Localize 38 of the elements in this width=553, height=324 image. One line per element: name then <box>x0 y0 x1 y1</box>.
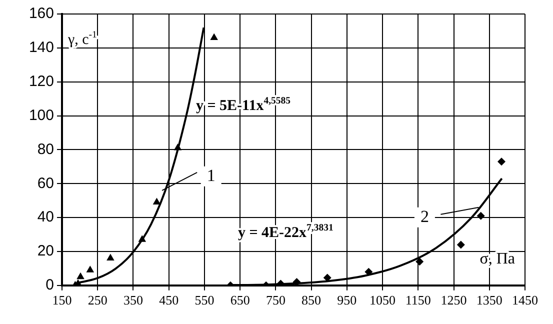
x-tick-label: 1350 <box>476 292 502 308</box>
y-tick-label: 0 <box>46 276 54 294</box>
x-tick-label: 1250 <box>440 292 467 308</box>
point <box>174 144 182 150</box>
x-tick-label: 1150 <box>405 292 431 308</box>
annotation: 2 <box>420 206 429 226</box>
y-tick-label: 40 <box>37 208 54 226</box>
point <box>210 33 218 40</box>
point <box>76 272 84 280</box>
y-tick-label: 20 <box>37 242 54 260</box>
x-tick-label: 350 <box>123 292 143 308</box>
point <box>476 212 485 220</box>
annotation: 1 <box>206 166 216 185</box>
x-tick-label: 450 <box>159 292 179 308</box>
y-tick-label: 80 <box>37 140 54 158</box>
point <box>497 158 506 166</box>
x-tick-label: 850 <box>302 292 322 308</box>
x-tick-label: 950 <box>337 292 357 308</box>
y-tick-label: 60 <box>37 174 54 192</box>
y-tick-label: 160 <box>28 5 54 22</box>
y-tick-label: 120 <box>28 72 54 90</box>
x-tick-label: 550 <box>194 292 214 308</box>
point <box>86 266 94 272</box>
x-tick-label: 750 <box>266 292 286 308</box>
x-tick-label: 150 <box>52 292 72 308</box>
y-tick-label: 140 <box>28 39 54 56</box>
x-tick-label: 1050 <box>370 292 396 308</box>
x-tick-label: 1450 <box>512 292 538 308</box>
point <box>106 254 114 261</box>
x-tick-label: 650 <box>230 292 250 308</box>
point <box>416 258 424 266</box>
point <box>292 278 301 286</box>
point <box>152 198 161 205</box>
point <box>364 268 373 276</box>
point <box>138 235 146 242</box>
y-tick-label: 100 <box>28 106 54 124</box>
point <box>456 240 465 249</box>
x-tick-label: 250 <box>88 292 108 308</box>
